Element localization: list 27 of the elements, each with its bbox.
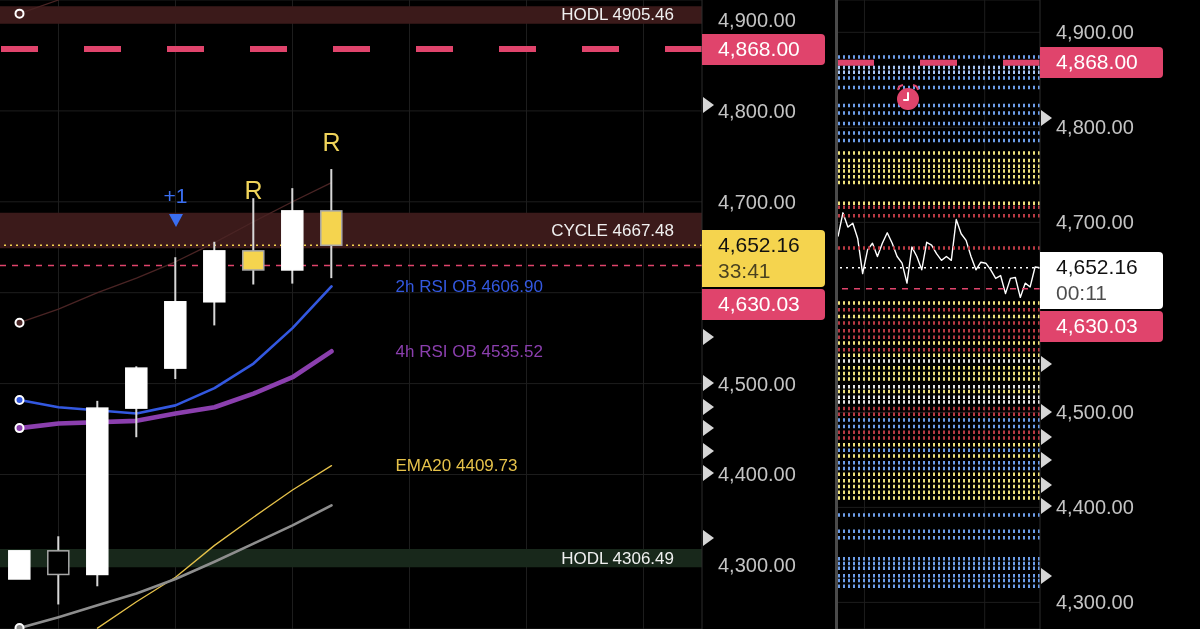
y-tick-label: 4,900.00 bbox=[1056, 21, 1134, 44]
y-tick-label: 4,300.00 bbox=[718, 554, 796, 577]
band-label: HODL 4905.46 bbox=[561, 5, 674, 25]
band-label: HODL 4306.49 bbox=[561, 548, 674, 568]
annotation: +1 bbox=[163, 183, 188, 207]
y-tick-label: 4,800.00 bbox=[1056, 116, 1134, 139]
y-tick-label: 4,700.00 bbox=[1056, 211, 1134, 234]
ref-line-label: 4,652.16 00:11 bbox=[1056, 254, 1139, 307]
ref-line-label: 4,868.00 bbox=[718, 35, 801, 62]
annotation: R bbox=[244, 175, 263, 204]
band-label: CYCLE 4667.48 bbox=[551, 220, 674, 240]
ref-line-label: 4,630.03 bbox=[1056, 313, 1139, 340]
ref-line-label: 4,652.16 33:41 bbox=[718, 231, 801, 284]
text: 2h RSI OB 4606.90 bbox=[395, 276, 543, 296]
y-tick-label: 4,500.00 bbox=[718, 372, 796, 395]
y-tick-label: 4,900.00 bbox=[718, 9, 796, 31]
y-tick-label: 4,400.00 bbox=[1056, 496, 1134, 519]
text: 4h RSI OB 4535.52 bbox=[395, 341, 543, 361]
y-tick-label: 4,800.00 bbox=[718, 99, 796, 122]
ref-line-label: 4,868.00 bbox=[1056, 49, 1139, 76]
y-tick-label: 4,400.00 bbox=[718, 463, 796, 486]
y-tick-label: 4,500.00 bbox=[1056, 401, 1134, 424]
text: EMA20 4409.73 bbox=[395, 456, 518, 476]
y-tick-label: 4,300.00 bbox=[1056, 591, 1134, 614]
ref-line-label: 4,630.03 bbox=[718, 290, 801, 317]
annotation: R bbox=[322, 127, 341, 156]
y-tick-label: 4,700.00 bbox=[718, 190, 796, 213]
